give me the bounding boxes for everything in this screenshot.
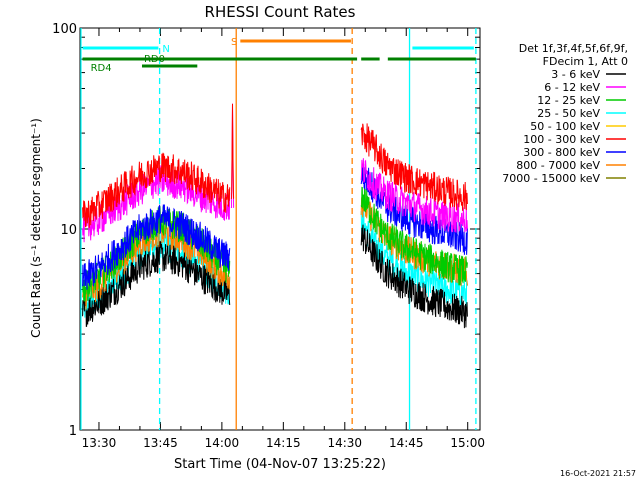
chart-title: RHESSI Count Rates [205,3,356,21]
legend-entry-label: 800 - 7000 keV [516,159,600,172]
series-line [360,186,468,286]
legend-entry-label: 7000 - 15000 keV [502,172,600,185]
legend-entry-label: 100 - 300 keV [523,133,600,146]
y-axis-label: Count Rate (s⁻¹ detector segment⁻¹) [29,118,43,338]
x-tick-label: 14:00 [205,436,240,450]
y-tick-label: 10 [60,223,77,238]
x-axis-label: Start Time (04-Nov-07 13:25:22) [174,457,386,472]
legend-entry-label: 300 - 800 keV [523,146,600,159]
attenuator-state-bars: NSRD0RD4 [82,37,476,74]
state-bar-label: S [231,37,237,48]
y-tick-label: 100 [52,22,77,37]
marker-lines [80,28,477,430]
series-line [82,240,231,327]
x-tick-label: 13:30 [82,436,117,450]
legend-entry-label: 12 - 25 keV [537,94,600,107]
series-line [82,204,231,290]
y-tick-label: 1 [69,424,77,439]
state-bar-label: RD4 [91,63,112,74]
series-line [360,163,468,255]
legend-header-line-2: FDecim 1, Att 0 [543,55,628,68]
state-bar-label: N [162,44,169,55]
axis-ticks: 13:30 13:45 14:00 14:15 14:30 14:45 15:00 1 10 10… [52,22,485,450]
legend-entry-label: 25 - 50 keV [537,107,600,120]
series-line [360,158,468,233]
footer-timestamp: 16-Oct-2021 21:57 [560,469,636,478]
x-tick-label: 14:30 [327,436,362,450]
legend: Det 1f,3f,4f,5f,6f,9f,FDecim 1, Att 03 -… [502,42,628,185]
legend-entry-label: 3 - 6 keV [551,68,600,81]
series-line [82,152,231,228]
series-line [360,123,468,211]
x-tick-label: 15:00 [450,436,485,450]
x-tick-label: 14:45 [389,436,424,450]
legend-entry-label: 6 - 12 keV [544,81,600,94]
series-spike [230,103,235,199]
legend-entry-label: 50 - 100 keV [530,120,600,133]
series-line [360,224,468,329]
data-series [82,103,468,329]
legend-header-line-1: Det 1f,3f,4f,5f,6f,9f, [519,42,628,55]
x-tick-label: 14:15 [266,436,301,450]
x-tick-label: 13:45 [143,436,178,450]
